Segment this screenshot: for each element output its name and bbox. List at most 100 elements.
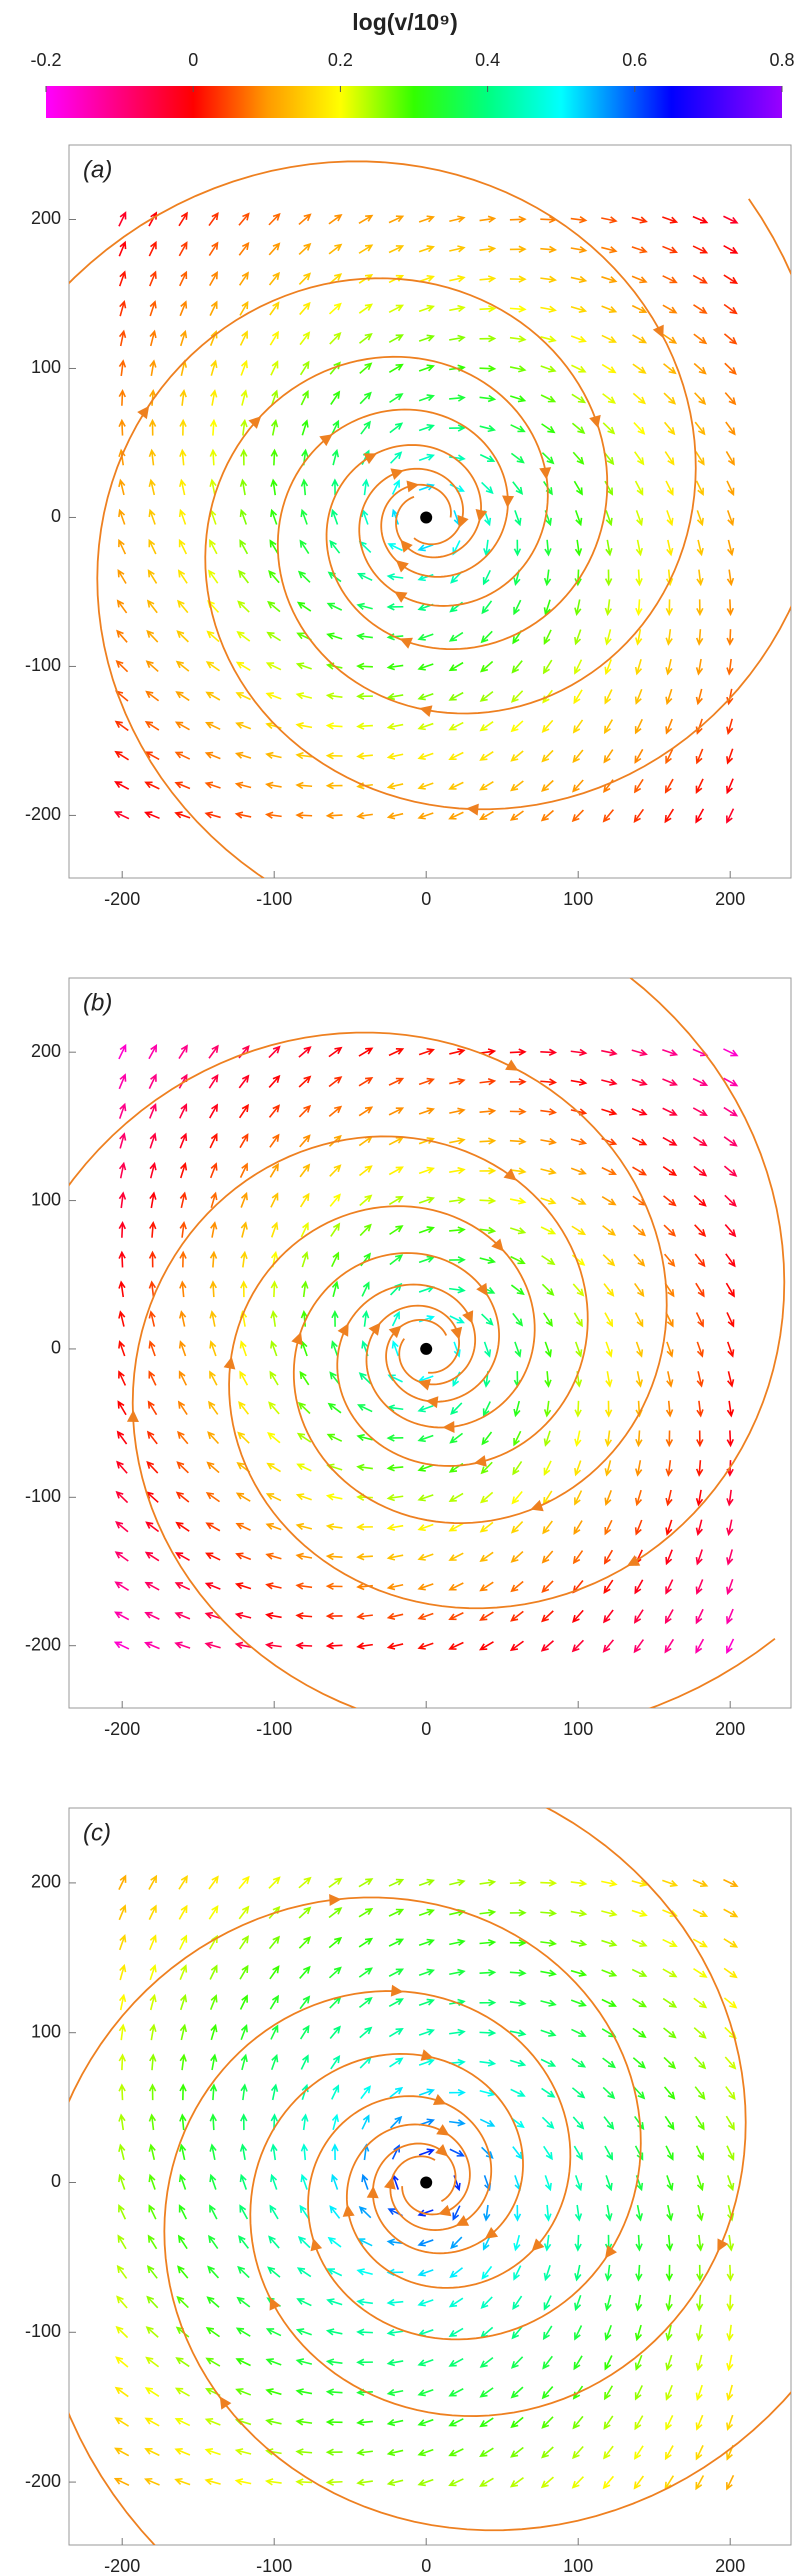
arrow bbox=[603, 719, 614, 735]
arrow bbox=[479, 1256, 496, 1264]
x-tick-label: 100 bbox=[563, 889, 593, 909]
arrow bbox=[541, 719, 554, 734]
arrow bbox=[358, 1997, 373, 2008]
arrow bbox=[417, 573, 434, 582]
arrow bbox=[328, 1046, 343, 1058]
arrow bbox=[479, 2447, 494, 2458]
arrow bbox=[268, 1401, 280, 1415]
arrow bbox=[509, 335, 527, 343]
arrow bbox=[448, 721, 464, 731]
arrow bbox=[330, 1222, 341, 1237]
arrow bbox=[270, 1221, 279, 1238]
arrow bbox=[572, 719, 584, 734]
arrow bbox=[147, 2234, 158, 2250]
arrow bbox=[418, 1166, 435, 1175]
arrow bbox=[417, 2418, 434, 2427]
arrow bbox=[695, 1312, 704, 1328]
arrow bbox=[418, 334, 435, 342]
arrow bbox=[604, 1312, 614, 1328]
arrow bbox=[540, 1999, 557, 2007]
arrow bbox=[449, 2119, 466, 2127]
arrow bbox=[695, 748, 704, 765]
arrow bbox=[148, 1250, 157, 1268]
arrow bbox=[269, 301, 280, 316]
arrow bbox=[295, 1522, 313, 1531]
arrow bbox=[513, 539, 522, 557]
streamline-arrow bbox=[419, 705, 433, 717]
arrow bbox=[268, 212, 281, 226]
arrow bbox=[299, 301, 311, 316]
colorbar-tick-label: -0.2 bbox=[30, 50, 61, 70]
arrow bbox=[418, 2028, 435, 2036]
arrow bbox=[511, 2326, 523, 2340]
arrow bbox=[179, 1993, 188, 2011]
streamline bbox=[69, 1896, 642, 2545]
arrow bbox=[356, 2448, 373, 2457]
arrow bbox=[237, 2265, 250, 2279]
arrow bbox=[114, 1551, 129, 1562]
arrow bbox=[572, 1283, 585, 1297]
arrow bbox=[175, 660, 190, 672]
arrow bbox=[723, 1967, 738, 1979]
arrow bbox=[541, 1610, 554, 1623]
arrow bbox=[727, 539, 735, 557]
arrow bbox=[449, 1878, 466, 1887]
arrow bbox=[632, 2057, 647, 2069]
arrow bbox=[665, 718, 673, 735]
arrow bbox=[696, 2264, 704, 2282]
arrow bbox=[179, 270, 188, 287]
arrow bbox=[356, 2328, 373, 2336]
arrow bbox=[696, 599, 704, 617]
arrow bbox=[540, 335, 557, 343]
arrow bbox=[540, 394, 557, 403]
arrow bbox=[418, 215, 435, 223]
arrow bbox=[418, 2058, 435, 2066]
arrow bbox=[144, 811, 160, 820]
arrow bbox=[696, 2175, 704, 2192]
arrow bbox=[448, 1492, 464, 1503]
arrow bbox=[330, 390, 341, 405]
arrow bbox=[235, 661, 251, 671]
arrow bbox=[726, 1489, 734, 1507]
arrow bbox=[239, 2204, 249, 2220]
y-tick-label: 200 bbox=[31, 1041, 61, 1061]
arrow bbox=[204, 781, 221, 789]
arrow bbox=[479, 1641, 494, 1651]
arrow bbox=[574, 539, 583, 557]
arrow bbox=[295, 811, 313, 820]
arrow bbox=[386, 603, 404, 611]
arrow bbox=[509, 215, 527, 224]
arrow bbox=[208, 211, 219, 227]
x-tick-label: 0 bbox=[421, 2556, 431, 2575]
arrow bbox=[574, 569, 582, 587]
arrow bbox=[417, 2478, 434, 2487]
arrow bbox=[634, 2354, 643, 2371]
arrow bbox=[631, 1078, 648, 1086]
arrow bbox=[662, 275, 678, 284]
arrow bbox=[633, 421, 646, 435]
arrow bbox=[206, 630, 220, 643]
arrow bbox=[632, 363, 647, 374]
arrow bbox=[205, 1491, 220, 1503]
arrow bbox=[268, 1935, 281, 1950]
arrow bbox=[417, 1405, 434, 1413]
arrow bbox=[118, 2083, 126, 2101]
arrow bbox=[605, 1341, 613, 1358]
panel-label: (a) bbox=[83, 156, 112, 183]
streamline bbox=[69, 160, 697, 715]
arrow bbox=[209, 2173, 217, 2190]
arrow bbox=[300, 389, 309, 406]
arrow bbox=[148, 1904, 157, 1920]
arrow bbox=[267, 1432, 281, 1444]
arrow bbox=[692, 245, 709, 254]
arrow bbox=[118, 1993, 127, 2011]
arrow bbox=[118, 1161, 127, 1179]
arrow bbox=[572, 1550, 584, 1565]
streamline-arrow bbox=[455, 2215, 470, 2226]
arrow bbox=[325, 2448, 343, 2456]
arrow bbox=[602, 2057, 617, 2069]
arrow bbox=[178, 1310, 187, 1327]
arrow bbox=[696, 539, 704, 557]
arrow bbox=[666, 510, 674, 527]
arrow bbox=[177, 1430, 189, 1445]
